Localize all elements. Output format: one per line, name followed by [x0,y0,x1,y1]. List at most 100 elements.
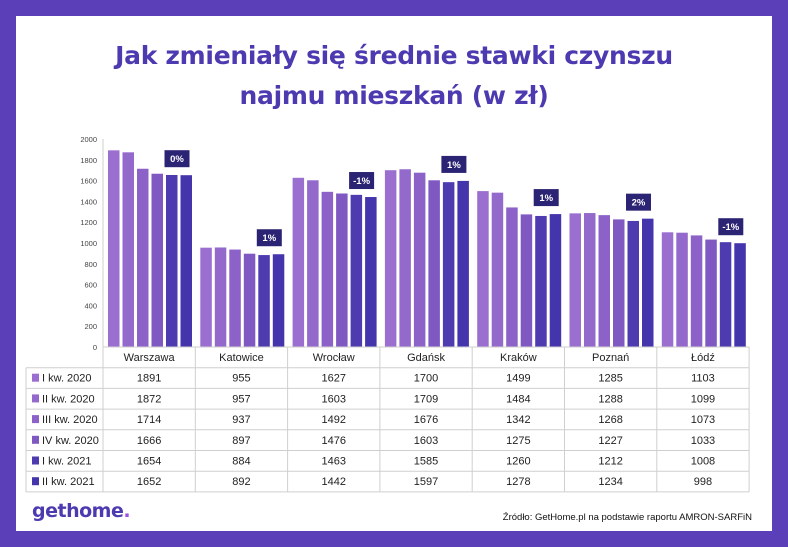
bar-kraków-s5 [535,215,547,347]
change-badge-label: 1% [539,193,553,204]
bar-warszawa-s3 [137,168,149,347]
change-badge-label: -1% [722,222,739,233]
table-cell-value: 1666 [137,435,161,447]
change-badge-label: 0% [170,154,184,165]
y-tick-label: 1400 [80,197,97,206]
table-cell-value: 1492 [322,414,346,426]
table-cell-value: 1714 [137,414,161,426]
bar-katowice-s2 [214,247,227,347]
table-cell-value: 1676 [414,414,438,426]
y-tick-label: 2000 [80,135,97,144]
bar-kraków-s2 [491,192,504,347]
y-tick-label: 1000 [80,239,97,248]
y-tick-label: 0 [93,343,97,352]
bar-warszawa-s5 [166,174,178,347]
bar-łódź-s2 [676,232,688,347]
table-cell-value: 892 [232,476,250,488]
legend-label: III kw. 2020 [42,414,98,426]
bar-wrocław-s1 [292,177,305,347]
table-cell-value: 1585 [414,456,438,468]
bar-warszawa-s6 [180,175,192,347]
legend-label: IV kw. 2020 [42,435,99,447]
table-cell-value: 1463 [322,456,346,468]
logo-dot: . [123,500,131,522]
table-cell-value: 1103 [691,373,715,385]
bar-poznań-s3 [598,215,610,347]
table-cell-value: 1285 [598,373,622,385]
table-cell-value: 1603 [414,435,438,447]
change-badge [718,218,744,236]
y-tick-label: 800 [84,260,97,269]
change-badge [441,155,467,173]
y-tick-label: 200 [84,322,97,331]
table-cell-value: 1008 [691,456,715,468]
table-cell-value: 955 [232,373,250,385]
bar-chart: 0 200 400 600 800 1000 1200 1400 1600 1800 2000 0% 1… [25,135,750,493]
bar-gdańsk-s1 [384,170,397,347]
bar-łódź-s5 [719,242,732,347]
logo-text-home: home [66,500,124,522]
bar-kraków-s4 [520,214,533,347]
y-tick-label: 1600 [80,177,97,186]
y-tick-label: 600 [84,281,97,290]
bar-katowice-s3 [229,249,241,347]
chart-title: Jak zmieniały się średnie stawki czynszu… [16,36,772,116]
x-tick-label: Kraków [500,352,537,364]
bar-kraków-s6 [549,214,562,347]
bar-katowice-s6 [272,254,285,347]
bar-kraków-s3 [506,207,518,347]
table-cell-value: 1700 [414,373,438,385]
bar-łódź-s1 [661,232,674,347]
table-cell-value: 1268 [598,414,622,426]
legend-swatch [32,415,39,424]
legend-swatch [32,456,39,465]
bar-łódź-s6 [734,243,746,347]
change-badge [164,150,190,168]
bar-gdańsk-s5 [442,182,455,347]
table-cell-value: 1597 [414,476,438,488]
change-badge [533,189,559,207]
legend-swatch [32,477,39,486]
table-cell-value: 1442 [322,476,346,488]
legend-swatch [32,394,39,403]
table-cell-value: 1234 [598,476,622,488]
bar-poznań-s4 [613,219,625,347]
bar-warszawa-s4 [151,173,163,347]
legend-swatch [32,435,39,444]
table-cell-value: 1278 [506,476,530,488]
bar-wrocław-s4 [336,193,348,347]
chart-card: Jak zmieniały się średnie stawki czynszu… [16,16,772,531]
table-cell-value: 1342 [506,414,530,426]
x-tick-label: Gdańsk [407,352,445,364]
bar-gdańsk-s4 [428,180,440,347]
table-cell-value: 1484 [506,393,530,405]
table-cell-value: 1891 [137,373,161,385]
bar-katowice-s4 [243,253,256,347]
table-cell-value: 1499 [506,373,530,385]
change-badge-label: -1% [353,176,370,187]
bar-gdańsk-s2 [399,169,411,347]
change-badge-label: 1% [447,160,461,171]
title-line-2: najmu mieszkań (w zł) [239,81,549,110]
table-cell-value: 1073 [691,414,715,426]
table-cell-value: 1033 [691,435,715,447]
bar-łódź-s4 [705,239,717,347]
table-cell-value: 1654 [137,456,161,468]
bar-wrocław-s6 [365,197,377,347]
x-tick-label: Łódź [691,352,715,364]
table-cell-value: 937 [232,414,250,426]
legend-label: I kw. 2021 [42,456,92,468]
bar-łódź-s3 [690,235,703,347]
change-badge [626,193,651,211]
logo-text-get: get [32,500,67,522]
bar-poznań-s1 [569,213,581,347]
change-badge-label: 2% [632,198,646,209]
bar-gdańsk-s3 [413,172,426,347]
change-badge [349,172,375,190]
bar-poznań-s2 [584,213,596,347]
bar-katowice-s5 [258,255,270,347]
table-cell-value: 1476 [322,435,346,447]
x-tick-label: Wrocław [313,352,355,364]
table-cell-value: 897 [232,435,250,447]
table-cell-value: 998 [694,476,712,488]
